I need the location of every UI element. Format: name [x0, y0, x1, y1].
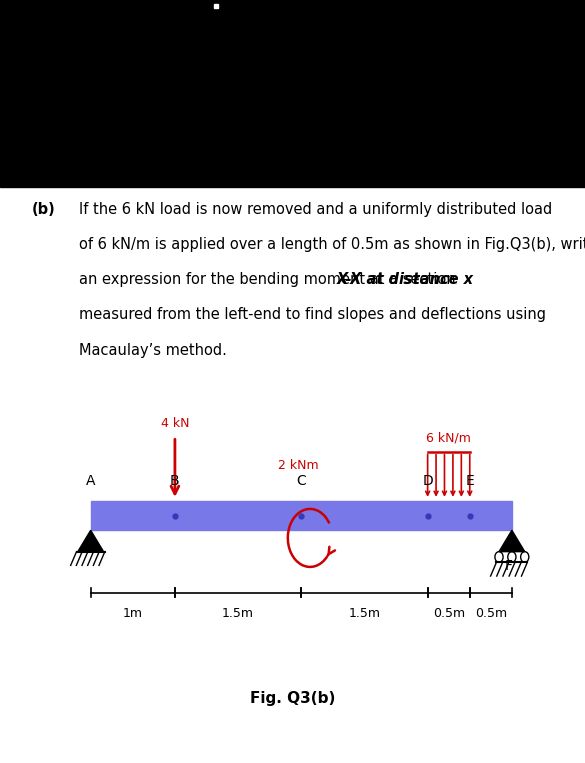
Text: D: D [422, 474, 433, 488]
Polygon shape [78, 530, 104, 552]
Text: E: E [466, 474, 474, 488]
Text: 1m: 1m [123, 607, 143, 620]
Text: F: F [505, 559, 513, 573]
Polygon shape [499, 530, 525, 552]
Text: 0.5m: 0.5m [433, 607, 464, 620]
Text: X-X at distance x: X-X at distance x [336, 272, 473, 288]
Text: 1.5m: 1.5m [222, 607, 254, 620]
Text: 6 kN/m: 6 kN/m [426, 431, 471, 444]
Bar [0, 0, 585, 187]
Text: C: C [297, 474, 306, 488]
Text: 1.5m: 1.5m [349, 607, 380, 620]
Text: 0.5m: 0.5m [475, 607, 507, 620]
Text: 2 kNm: 2 kNm [278, 459, 319, 472]
Text: an expression for the bending moment at a section: an expression for the bending moment at … [79, 272, 460, 288]
Text: If the 6 kN load is now removed and a uniformly distributed load: If the 6 kN load is now removed and a un… [79, 202, 552, 217]
Text: Fig. Q3(b): Fig. Q3(b) [250, 691, 335, 706]
Text: 4 kN: 4 kN [161, 417, 189, 430]
Text: (b): (b) [32, 202, 56, 217]
Text: A: A [86, 474, 95, 488]
Text: B: B [170, 474, 180, 488]
Text: of 6 kN/m is applied over a length of 0.5m as shown in Fig.Q3(b), write: of 6 kN/m is applied over a length of 0.… [79, 237, 585, 253]
Text: measured from the left-end to find slopes and deflections using: measured from the left-end to find slope… [79, 307, 546, 323]
Text: Macaulay’s method.: Macaulay’s method. [79, 343, 227, 358]
Bar [91, 501, 512, 530]
